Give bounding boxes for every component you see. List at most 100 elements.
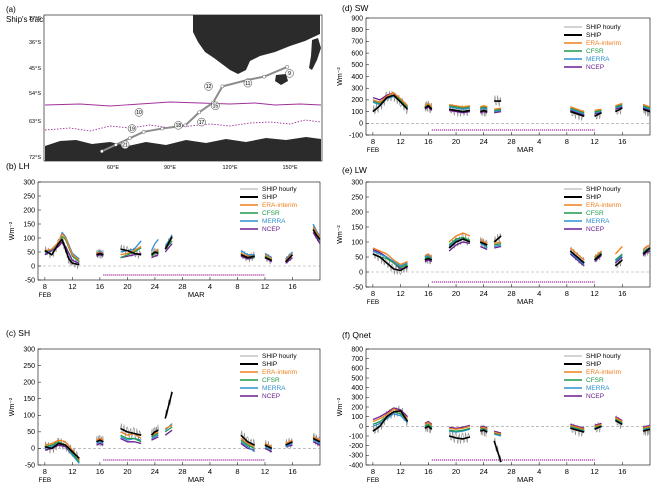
- era-series-line: [594, 423, 602, 427]
- legend-label: NCEP: [586, 393, 604, 400]
- era-series-line: [569, 247, 585, 261]
- ship-series-line: [285, 441, 293, 446]
- era-series-line: [372, 92, 409, 107]
- merra-series-line: [264, 446, 273, 451]
- ncep-series-line: [494, 245, 502, 249]
- era-series-line: [312, 436, 321, 441]
- ship-series-line: [448, 108, 471, 113]
- era-series-line: [449, 425, 471, 430]
- y-tick-label: 300: [23, 179, 35, 186]
- panel-label: (e) LW: [342, 165, 367, 175]
- legend-label: MERRA: [586, 385, 610, 392]
- x-tick-label: 24: [480, 289, 488, 298]
- month-label: MAR: [517, 475, 534, 484]
- plot-frame: [365, 17, 651, 136]
- x-tick-label: 4: [537, 467, 541, 476]
- x-tick-label: 24: [480, 137, 488, 146]
- merra-series-line: [449, 106, 471, 110]
- merra-series-line: [312, 223, 321, 237]
- ship-series-line: [642, 108, 651, 113]
- chart-sh-panel: (c) SH -50 0 50 100 150 200 250 300 Wm⁻² 8 12 16 20 24…: [6, 328, 321, 484]
- merra-series-line: [493, 433, 502, 437]
- cfsr-series-line: [120, 434, 142, 443]
- x-tick-label: 12: [396, 137, 404, 146]
- chart-lw-panel: (e) LW -50 0 50 100 150 200 250 300 Wm⁻² 8 12 16 20 24…: [337, 165, 651, 306]
- month-label: MAR: [517, 145, 534, 154]
- cfsr-series-line: [493, 432, 502, 436]
- era-series-line: [642, 244, 651, 250]
- x-tick-label: 16: [424, 289, 432, 298]
- track-point: [113, 142, 118, 147]
- day-label: 17: [199, 120, 205, 126]
- ship-series-line: [479, 241, 488, 246]
- map-lon-labels: 60°E 90°E 120°E 150°E: [107, 165, 298, 171]
- chart-qnet-panel: (f) Qnet -400 -300 -200 -100 0 100 200 300 400 500…: [337, 330, 651, 484]
- ship-series-line: [594, 253, 603, 261]
- chart-lh-panel: (b) LH -50 0 50 100 150 200 250 300 Wm⁻² 8 12 16 20 24…: [6, 161, 321, 299]
- y-tick-label: -100: [349, 132, 363, 139]
- lon-label: 90°E: [164, 165, 176, 171]
- y-tick-label: -400: [349, 462, 363, 469]
- day-label: 21: [122, 143, 128, 149]
- lat-label: 63°S: [29, 119, 41, 125]
- cfsr-series-line: [120, 247, 142, 259]
- x-tick-label: 28: [507, 289, 515, 298]
- era-series-line: [614, 246, 623, 255]
- legend-label: ERA-interim: [586, 40, 621, 47]
- day-label-bubble: [120, 140, 130, 150]
- cfsr-series-line: [480, 106, 488, 109]
- legend-label: SHIP hourly: [262, 353, 297, 360]
- ncep-series-line: [480, 425, 488, 429]
- cfsr-series-line: [424, 103, 433, 109]
- lon-label: 120°E: [222, 165, 237, 171]
- x-tick-label: 4: [537, 289, 541, 298]
- cfsr-series-line: [615, 103, 623, 108]
- merra-series-line: [569, 252, 585, 265]
- legend-label: CFSR: [262, 377, 280, 384]
- y-tick-label: 600: [351, 366, 363, 373]
- y-tick-label: 50: [27, 429, 35, 436]
- plot-frame: [37, 181, 321, 281]
- legend-label: ERA-interim: [262, 202, 297, 209]
- panel-label: (d) SW: [342, 3, 368, 13]
- merra-series-line: [480, 107, 488, 110]
- ncep-series-line: [120, 437, 142, 445]
- ncep-series-line: [642, 424, 651, 428]
- cfsr-series-line: [494, 242, 502, 246]
- legend-label: NCEP: [586, 226, 604, 233]
- x-tick-label: 12: [590, 137, 598, 146]
- ncep-series-line: [615, 416, 623, 422]
- track-point: [262, 74, 266, 79]
- track-point: [141, 129, 146, 134]
- ship-series-line: [448, 238, 471, 249]
- month-label: FEB: [367, 147, 380, 154]
- panel-label: (c) SH: [6, 328, 30, 338]
- ship-series-line: [615, 107, 623, 113]
- map-panel: (a) Ship's track 27°S 36°S 45°S 54°S 63°…: [6, 5, 323, 171]
- merra-series-line: [480, 428, 488, 432]
- track-point: [127, 136, 132, 141]
- legend-label: CFSR: [586, 48, 604, 55]
- y-tick-label: 50: [27, 249, 35, 256]
- merra-series-line: [240, 441, 256, 453]
- merra-series-line: [480, 242, 488, 249]
- x-tick-label: 12: [396, 467, 404, 476]
- era-series-line: [240, 437, 255, 448]
- x-tick-label: 8: [371, 289, 375, 298]
- ship-series-line: [594, 112, 602, 117]
- legend-label: MERRA: [262, 385, 286, 392]
- ncep-series-line: [642, 250, 651, 256]
- ship-series-line: [642, 247, 651, 255]
- x-tick-label: 12: [261, 282, 269, 291]
- ncep-series-line: [570, 109, 585, 116]
- merra-series-line: [614, 255, 623, 262]
- x-tick-label: 12: [590, 289, 598, 298]
- legend-label: NCEP: [586, 64, 604, 71]
- merra-series-line: [372, 95, 409, 109]
- legend-label: NCEP: [262, 393, 280, 400]
- day-label: 11: [245, 81, 250, 87]
- ship-series-line: [372, 253, 408, 272]
- ship-series-line: [424, 425, 433, 430]
- era-series-line: [120, 431, 142, 440]
